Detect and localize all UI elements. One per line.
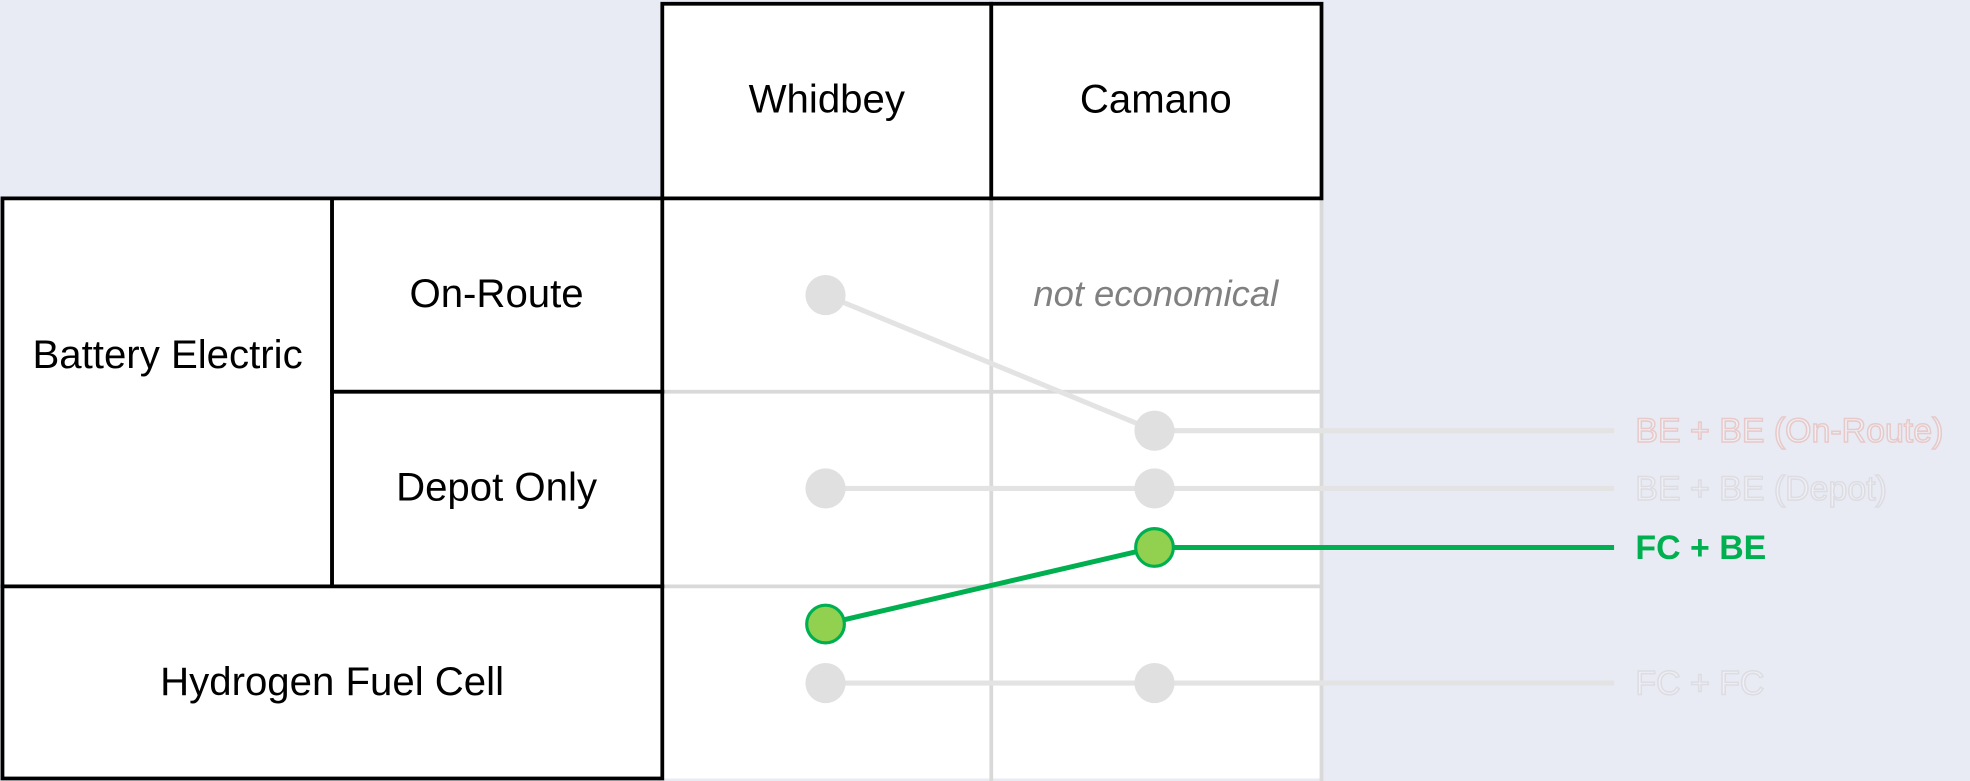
dot — [1134, 662, 1175, 704]
note: not economical — [1033, 273, 1279, 314]
row-cell — [330, 196, 665, 394]
dot — [805, 274, 846, 316]
row-label-wrap: Battery Electric — [32, 331, 303, 377]
header-cell — [989, 1, 1324, 201]
row-cell — [0, 584, 665, 781]
scenario-label: FC + FC — [1635, 665, 1764, 703]
dot — [1134, 527, 1175, 568]
row-label: Battery Electric — [32, 331, 303, 377]
scenario-label: BE + BE (On-Route) — [1635, 412, 1943, 450]
dot — [1134, 410, 1175, 451]
scenario-highlighted: FC + BE — [805, 527, 1766, 645]
header-cell — [660, 1, 994, 201]
scenario-label: BE + BE (Depot) — [1635, 470, 1886, 508]
dot — [805, 468, 846, 509]
row-cell — [0, 196, 334, 589]
row-label: Hydrogen Fuel Cell — [160, 659, 504, 704]
scenario: FC + FC — [805, 662, 1765, 704]
column-label: Whidbey — [749, 76, 905, 121]
dot — [805, 662, 846, 704]
row-cell — [330, 389, 665, 589]
row-label: On-Route — [409, 271, 583, 316]
row-label: Depot Only — [396, 464, 597, 509]
dot — [1134, 468, 1175, 509]
scenario: BE + BE (Depot) — [805, 468, 1888, 509]
scenario: BE + BE (On-Route) — [805, 274, 1944, 451]
column-label: Camano — [1080, 76, 1232, 121]
scenario-label: FC + BE — [1635, 529, 1766, 567]
dot — [805, 603, 846, 645]
